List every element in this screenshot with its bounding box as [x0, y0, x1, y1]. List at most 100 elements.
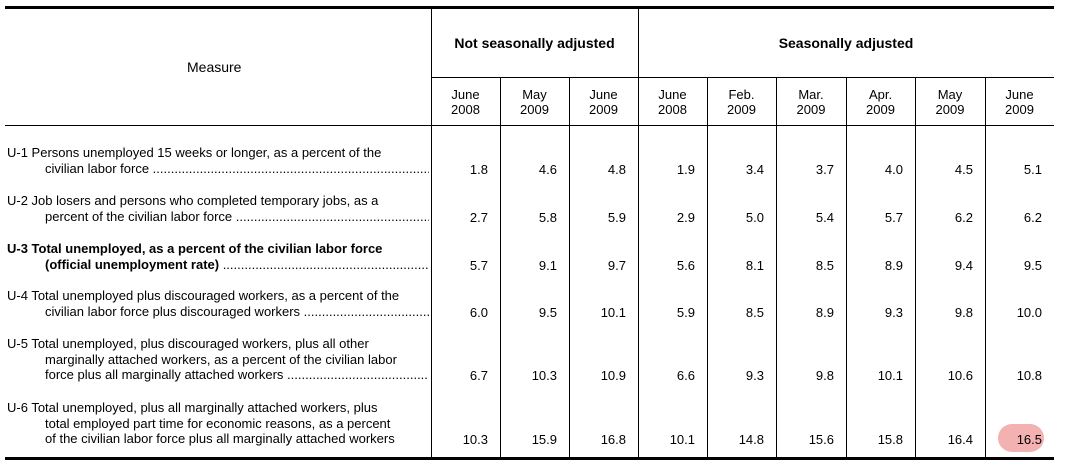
table-cell-value: 9.3 [884, 304, 903, 320]
column-header-year: 2009 [796, 102, 826, 117]
column-header-year: 2009 [866, 102, 895, 117]
measure-text: total employed part time for economic re… [45, 415, 391, 431]
table-cell-value: 5.1 [1023, 161, 1042, 177]
column-divider [638, 9, 639, 457]
measure-text: percent of the civilian labor force [45, 208, 233, 224]
table-cell-value: 5.7 [469, 257, 488, 273]
column-header-month: June [451, 87, 480, 102]
dot-leader: ........................................… [303, 303, 429, 319]
table-cell-value: 6.2 [954, 209, 973, 225]
measure-text: force plus all marginally attached worke… [45, 367, 284, 382]
column-header-month: June [589, 87, 618, 102]
measure-label-line: total employed part time for economic re… [7, 416, 429, 432]
table-cell-value: 8.5 [745, 304, 764, 320]
table-cell-value: 10.9 [600, 368, 626, 383]
table-cell-value: 5.4 [815, 209, 834, 225]
table-cell-value: 16.5 [1016, 432, 1042, 447]
table-cell-value: 4.5 [954, 161, 973, 177]
column-divider [915, 78, 916, 457]
table-cell-value: 5.7 [884, 209, 903, 225]
group-underline [431, 77, 1054, 78]
table-cell-value: 14.8 [738, 432, 764, 447]
table-cell-value: 10.1 [877, 368, 903, 383]
header-rule [5, 125, 1054, 126]
measure-text: U-6 Total unemployed, plus all marginall… [7, 400, 378, 415]
measure-text: U-5 Total unemployed, plus discouraged w… [7, 336, 369, 351]
column-header-month: Feb. [728, 87, 755, 102]
column-header-year: 2009 [589, 102, 618, 117]
column-divider [500, 78, 501, 457]
table-cell-value: 16.4 [947, 432, 973, 447]
measure-label-line: U-1 Persons unemployed 15 weeks or longe… [7, 145, 429, 161]
measure-text: U-4 Total unemployed plus discouraged wo… [7, 288, 400, 303]
measure-label-line: civilian labor force plus discouraged wo… [7, 304, 429, 320]
measure-label-line: (official unemployment rate) ...........… [7, 257, 429, 273]
measure-text: (official unemployment rate) [45, 256, 220, 272]
group-header-seasonally-adjusted: Seasonally adjusted [778, 35, 914, 51]
measure-text: U-3 Total unemployed, as a percent of th… [7, 241, 383, 256]
measure-label-line: marginally attached workers, as a percen… [7, 352, 429, 368]
table-cell-value: 15.9 [531, 432, 557, 447]
table-cell-value: 2.7 [469, 209, 488, 225]
table-cell-value: 9.1 [538, 257, 557, 273]
measure-label-line: U-2 Job losers and persons who completed… [7, 193, 429, 209]
table-cell-value: 9.3 [745, 368, 764, 383]
table-cell-value: 6.6 [676, 368, 695, 383]
table-cell-value: 6.0 [469, 304, 488, 320]
table-cell-value: 4.8 [607, 161, 626, 177]
table-cell-value: 5.6 [676, 257, 695, 273]
measure-label-line: force plus all marginally attached worke… [7, 367, 429, 383]
column-divider [776, 78, 777, 457]
table-cell-value: 5.8 [538, 209, 557, 225]
table-cell-value: 10.3 [531, 368, 557, 383]
table-cell-value: 8.1 [745, 257, 764, 273]
dot-leader: ........................................… [235, 208, 429, 224]
measure-text: civilian labor force plus discouraged wo… [45, 303, 301, 319]
highlight-marker [998, 424, 1044, 452]
measure-label-line: civilian labor force ...................… [7, 161, 429, 177]
measure-label: U-3 Total unemployed, as a percent of th… [7, 241, 429, 272]
measure-text: civilian labor force [45, 160, 150, 176]
group-header-not-seasonally-adjusted: Not seasonally adjusted [454, 35, 615, 51]
column-divider [707, 78, 708, 457]
column-header-month: May [937, 87, 963, 102]
table-cell-value: 4.6 [538, 161, 557, 177]
measure-label-line: percent of the civilian labor force ....… [7, 209, 429, 225]
dot-leader: ........................................… [152, 160, 429, 176]
table-cell-value: 1.9 [676, 161, 695, 177]
table-cell-value: 9.5 [1023, 257, 1042, 273]
table-cell-value: 3.4 [745, 161, 764, 177]
table-cell-value: 5.9 [676, 304, 695, 320]
table-cell-value: 5.0 [745, 209, 764, 225]
measure-label-line: of the civilian labor force plus all mar… [7, 431, 429, 447]
table-cell-value: 9.8 [954, 304, 973, 320]
table-cell-value: 10.8 [1016, 368, 1042, 383]
table-cell-value: 6.2 [1023, 209, 1042, 225]
dot-leader: ........................................… [287, 367, 429, 382]
table-cell-value: 6.7 [469, 368, 488, 383]
bottom-rule [5, 457, 1054, 460]
column-divider [985, 78, 986, 457]
table-cell-value: 16.8 [600, 432, 626, 447]
measure-text: of the civilian labor force plus all mar… [45, 431, 395, 446]
column-divider [569, 78, 570, 457]
measure-label: U-5 Total unemployed, plus discouraged w… [7, 336, 429, 383]
table-cell-value: 8.9 [815, 304, 834, 320]
table-cell-value: 5.9 [607, 209, 626, 225]
table-cell-value: 9.5 [538, 304, 557, 320]
table-cell-value: 8.9 [884, 257, 903, 273]
dot-leader: ........................................… [222, 256, 429, 272]
table-cell-value: 3.7 [815, 161, 834, 177]
table-cell-value: 2.9 [676, 209, 695, 225]
column-header-month: June [658, 87, 687, 102]
column-header-month: Mar. [798, 87, 824, 102]
measure-label-line: U-6 Total unemployed, plus all marginall… [7, 400, 429, 416]
column-header-month: May [522, 87, 547, 102]
column-header-year: 2008 [451, 102, 480, 117]
measure-label-line: U-4 Total unemployed plus discouraged wo… [7, 288, 429, 304]
table-cell-value: 15.6 [808, 432, 834, 447]
table-cell-value: 10.6 [947, 368, 973, 383]
measure-label-line: U-5 Total unemployed, plus discouraged w… [7, 336, 429, 352]
column-divider [846, 78, 847, 457]
